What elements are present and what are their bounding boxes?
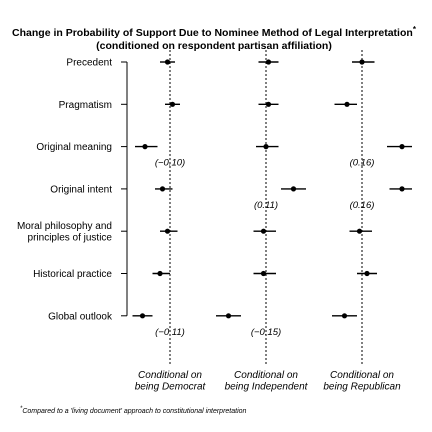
category-label: Original meaning (36, 142, 112, 153)
point-estimate (164, 228, 171, 234)
panel-label: being Republican (323, 382, 401, 393)
panel-label: Conditional on (234, 370, 298, 381)
chart-title-marker: * (413, 25, 417, 34)
point-estimate (399, 186, 405, 192)
chart-title: Change in Probability of Support Due to … (12, 25, 417, 39)
data-label: (0.11) (254, 200, 278, 211)
point-estimate (139, 313, 146, 319)
point-estimate (344, 101, 350, 107)
point-estimate (225, 313, 232, 319)
panel-label: Conditional on (330, 370, 394, 381)
chart-title-text: Change in Probability of Support Due to … (12, 27, 413, 39)
plot-area: Precedent Pragmatism Original meaning Origi… (17, 50, 412, 393)
point-estimate (265, 59, 272, 65)
category-label: Pragmatism (59, 100, 112, 111)
point-estimate (265, 101, 272, 107)
data-label: (−0.11) (155, 327, 185, 338)
panel-label: being Democrat (135, 382, 207, 393)
point-estimate (142, 144, 148, 150)
panel-label: Conditional on (138, 370, 202, 381)
footnote-marker: * (20, 406, 23, 412)
footnote-text: Compared to a 'living document' approach… (22, 408, 246, 415)
point-estimate (169, 101, 176, 107)
point-estimate (290, 186, 297, 192)
data-label: (−0.15) (251, 327, 281, 338)
point-estimate (356, 228, 363, 234)
point-estimate (364, 270, 370, 277)
footnote: *Compared to a 'living document' approac… (20, 406, 247, 415)
category-label: Precedent (66, 58, 112, 69)
point-estimate (260, 270, 267, 277)
chart-subtitle: (conditioned on respondent partisan affi… (96, 40, 332, 52)
category-label: principles of justice (28, 232, 113, 243)
data-label: (0.16) (350, 158, 375, 169)
data-label: (0.16) (350, 200, 375, 211)
panel-label: being Independent (225, 382, 309, 393)
data-label: (−0.10) (155, 158, 185, 169)
point-estimate (157, 270, 163, 277)
point-estimate (159, 186, 166, 192)
point-estimate (359, 59, 365, 65)
point-estimate (164, 59, 171, 65)
category-label: Global outlook (48, 311, 113, 322)
point-estimate (341, 313, 348, 319)
category-label: Moral philosophy and (17, 221, 112, 232)
category-label: Original intent (50, 184, 112, 195)
point-estimate (399, 144, 405, 150)
point-estimate (263, 144, 269, 150)
point-estimate (260, 228, 267, 234)
category-label: Historical practice (33, 269, 112, 280)
